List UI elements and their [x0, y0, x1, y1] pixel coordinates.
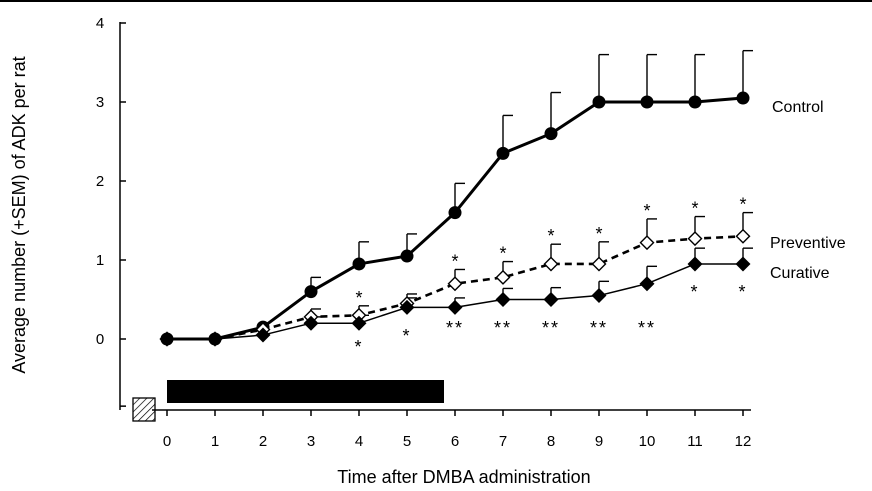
control-point: [736, 91, 750, 105]
curative-point: [159, 331, 175, 347]
preventive-significance-star: *: [355, 288, 362, 308]
x-tick-label: 5: [403, 433, 411, 450]
preventive-significance-star: *: [739, 195, 746, 215]
preventive-significance-star: *: [691, 199, 698, 219]
curative-point: [639, 276, 655, 292]
x-tick-label: 7: [499, 433, 507, 450]
curative-significance-star: **: [446, 318, 464, 338]
preventive-point: [543, 256, 559, 272]
x-tick-label: 6: [451, 433, 459, 450]
curative-point: [543, 292, 559, 307]
preventive-point: [735, 228, 751, 244]
curative-point: [399, 299, 415, 315]
preventive-significance-star: *: [643, 201, 650, 221]
preventive-point: [591, 256, 607, 272]
y-tick-label: 3: [96, 94, 104, 111]
pre-treatment-hatched-bar: [132, 397, 156, 422]
curative-point: [495, 292, 511, 307]
preventive-point: [687, 231, 703, 247]
top-rule: [0, 0, 872, 2]
control-point: [400, 249, 414, 263]
x-tick-label: 11: [687, 433, 703, 450]
curative-significance-star: **: [590, 318, 608, 338]
curative-significance-star: **: [542, 318, 560, 338]
x-tick-label: 9: [595, 433, 603, 450]
x-tick-label: 1: [211, 433, 219, 450]
curative-significance-star: **: [494, 318, 512, 338]
curative-point: [303, 315, 319, 331]
preventive-significance-star: *: [547, 226, 554, 246]
y-tick-label: 2: [96, 173, 104, 190]
treatment-period-bar: [167, 380, 444, 403]
x-tick-label: 0: [163, 433, 171, 450]
preventive-point: [495, 269, 511, 285]
curative-point: [591, 288, 607, 304]
x-tick-label: 3: [307, 433, 315, 450]
x-tick-label: 2: [259, 433, 267, 450]
control-point: [304, 285, 318, 299]
curative-point: [447, 299, 463, 315]
x-axis-label: Time after DMBA administration: [337, 467, 590, 487]
curative-significance-star: *: [402, 326, 411, 346]
curative-point: [207, 331, 223, 347]
y-tick-label: 4: [96, 15, 104, 32]
control-point: [688, 95, 702, 109]
control-point: [544, 127, 558, 141]
y-tick-label: 0: [96, 331, 104, 348]
x-tick-label: 10: [639, 433, 656, 450]
x-tick-label: 8: [547, 433, 555, 450]
control-series-label: Control: [772, 99, 824, 116]
curative-significance-star: *: [690, 282, 699, 302]
control-point: [496, 146, 510, 160]
control-point: [592, 95, 606, 109]
curative-point: [351, 315, 367, 331]
preventive-point: [639, 235, 655, 251]
preventive-significance-star: *: [595, 224, 602, 244]
preventive-series-label: Preventive: [770, 235, 846, 252]
preventive-significance-star: *: [499, 244, 506, 264]
curative-point: [255, 327, 271, 343]
curative-significance-star: *: [354, 337, 363, 357]
curative-significance-star: *: [738, 282, 747, 302]
curative-series-label: Curative: [770, 265, 830, 282]
y-tick-label: 1: [96, 252, 104, 269]
preventive-point: [447, 276, 463, 292]
x-tick-label: 4: [355, 433, 363, 450]
control-point: [640, 95, 654, 109]
preventive-significance-star: *: [451, 251, 458, 271]
control-point: [352, 257, 366, 271]
y-axis-label: Average number (+SEM) of ADK per rat: [9, 56, 29, 373]
curative-point: [735, 256, 751, 272]
curative-point: [687, 256, 703, 272]
x-tick-label: 12: [735, 433, 752, 450]
control-point: [448, 206, 462, 220]
curative-significance-star: **: [638, 318, 656, 338]
